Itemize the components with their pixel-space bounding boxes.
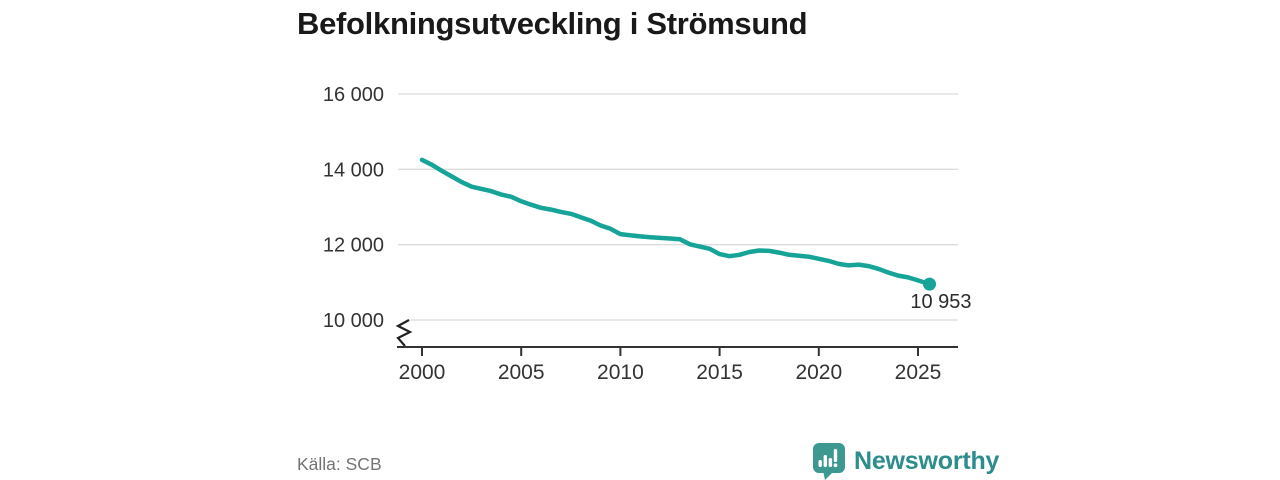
last-point-marker: [923, 277, 937, 291]
x-axis-tick-label: 2020: [795, 361, 842, 384]
x-axis-tick-label: 2025: [895, 361, 942, 384]
x-axis-tick-label: 2000: [399, 361, 446, 384]
newsworthy-logo: Newsworthy: [812, 442, 999, 480]
y-axis-tick-label: 10 000: [323, 310, 384, 332]
x-axis-tick-label: 2010: [597, 361, 644, 384]
last-point-value-label: 10 953: [910, 291, 971, 313]
x-axis-tick-label: 2015: [696, 361, 743, 384]
source-label: Källa: SCB: [297, 454, 382, 474]
population-line: [419, 157, 932, 287]
y-axis-tick-label: 12 000: [323, 235, 384, 257]
x-axis-tick-label: 2005: [498, 361, 545, 384]
newsworthy-speech-bubble-chart-icon: [813, 443, 845, 480]
axis-break-zigzag: [395, 319, 413, 347]
y-axis-tick-label: 16 000: [323, 84, 384, 106]
chart-title: Befolkningsutveckling i Strömsund: [297, 6, 808, 41]
y-axis-tick-label: 14 000: [323, 159, 384, 181]
newsworthy-wordmark: Newsworthy: [854, 446, 1000, 475]
